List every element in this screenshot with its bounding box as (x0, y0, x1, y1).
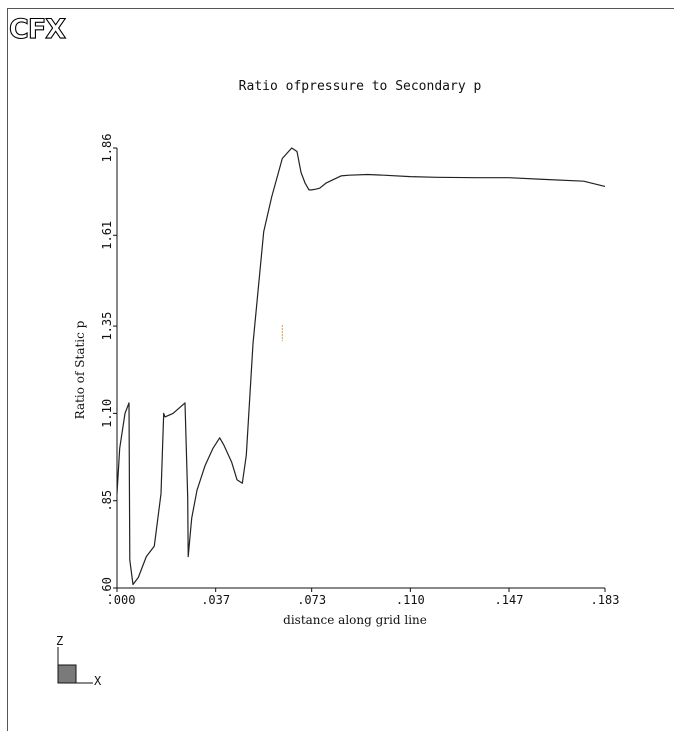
y-tick-label: .60 (100, 577, 114, 599)
axis-triad: Z X (56, 634, 102, 688)
x-axis-ticks: .000 .037 .073 .110 .147 .183 (107, 588, 620, 607)
triad-x-label: X (94, 674, 102, 688)
x-tick-label: .073 (297, 593, 326, 607)
axes (116, 148, 605, 589)
y-tick-label: 1.61 (100, 221, 114, 250)
triad-z-label: Z (56, 634, 63, 648)
series-group (116, 147, 606, 586)
triad-box (57, 664, 77, 684)
x-axis-label: distance along grid line (283, 613, 427, 627)
x-tick-label: .110 (396, 593, 425, 607)
x-tick-label: .147 (495, 593, 524, 607)
chart-title: Ratio ofpressure to Secondary p (239, 79, 482, 94)
y-axis-ticks: .60 .85 1.10 1.35 1.61 1.86 (100, 134, 117, 599)
y-axis-label: Ratio of Static p (73, 320, 87, 419)
x-tick-label: .183 (591, 593, 620, 607)
x-tick-label: .000 (107, 593, 136, 607)
y-tick-label: 1.86 (100, 134, 114, 163)
y-tick-label: .85 (100, 490, 114, 512)
y-tick-label: 1.10 (100, 399, 114, 428)
cfx-logo: CFX (9, 14, 66, 45)
series-line (116, 147, 606, 586)
y-tick-label: 1.35 (100, 312, 114, 341)
viewport-frame (7, 8, 674, 731)
x-tick-label: .037 (201, 593, 230, 607)
